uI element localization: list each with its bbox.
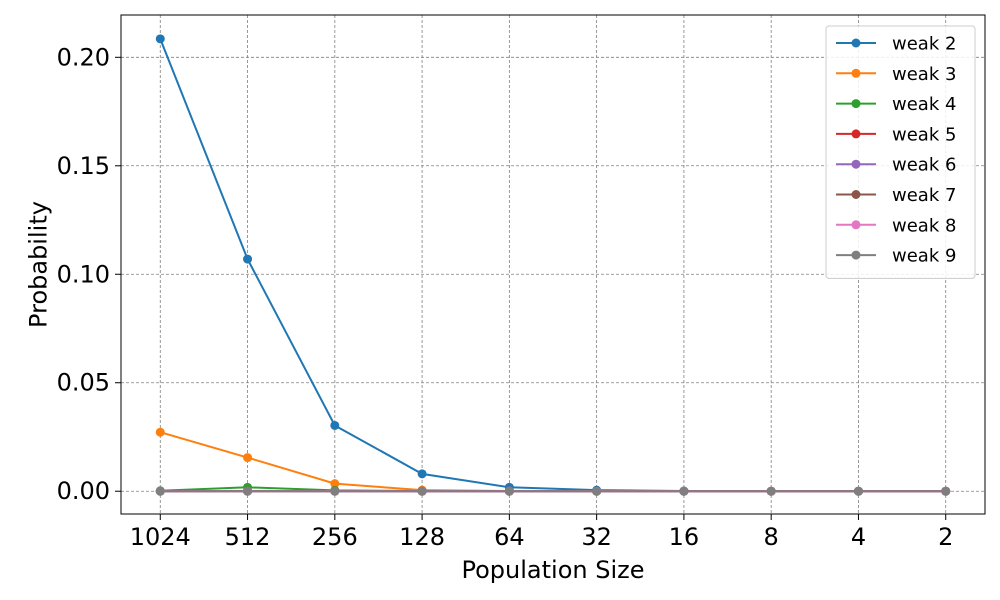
x-tick-label: 256: [312, 523, 358, 551]
data-point: [243, 486, 253, 496]
x-tick-label: 32: [581, 523, 612, 551]
x-tick-label: 512: [225, 523, 271, 551]
data-point: [243, 453, 253, 463]
legend-swatch-marker: [851, 250, 861, 260]
axes: 1024 512 256 128 64 32 16 8 4 2 0.00 0.05 0.10 0.15 0.…: [57, 43, 954, 551]
y-tick-label: 0.15: [57, 152, 110, 180]
legend-item: weak 3: [836, 64, 956, 85]
legend-item: weak 4: [836, 94, 956, 115]
data-point: [243, 254, 253, 264]
legend-label: weak 5: [892, 124, 956, 145]
x-tick-label: 64: [494, 523, 525, 551]
data-point: [155, 34, 165, 44]
series-lines: [155, 34, 951, 496]
legend-swatch-marker: [851, 159, 861, 169]
data-point: [417, 469, 427, 479]
series-line: [159, 431, 946, 493]
series-weak-3: [155, 427, 951, 496]
series-weak-9: [155, 486, 951, 496]
legend-item: weak 6: [836, 155, 956, 176]
legend-label: weak 7: [892, 185, 956, 206]
plot-area-frame: [120, 14, 986, 515]
legend-box: [825, 25, 976, 279]
x-tick-label: 1024: [130, 523, 191, 551]
legend-swatch-marker: [851, 68, 861, 78]
data-point: [330, 420, 340, 430]
y-axis-label: Probability: [24, 201, 52, 328]
y-tick-label: 0.00: [57, 477, 110, 505]
data-point: [941, 486, 951, 496]
data-point: [155, 486, 165, 496]
legend-swatch-marker: [851, 99, 861, 109]
data-point: [592, 486, 602, 496]
legend-label: weak 3: [892, 64, 956, 85]
legend-label: weak 4: [892, 94, 956, 115]
legend-label: weak 6: [892, 155, 956, 176]
legend-item: weak 2: [836, 34, 956, 55]
legend-label: weak 9: [892, 246, 956, 267]
x-tick-label: 8: [764, 523, 779, 551]
legend-item: weak 8: [836, 215, 956, 236]
legend-swatch-marker: [851, 190, 861, 199]
data-point: [766, 486, 776, 496]
y-tick-label: 0.20: [57, 43, 110, 71]
data-point: [330, 479, 340, 489]
data-point: [853, 486, 863, 496]
x-tick-label: 2: [938, 523, 953, 551]
legend-label: weak 8: [892, 215, 956, 236]
data-point: [330, 486, 340, 496]
y-tick-label: 0.05: [57, 369, 110, 397]
legend: weak 2 weak 3 weak 4 weak 5 weak 6 weak 7 weak…: [825, 25, 976, 279]
data-point: [155, 427, 165, 437]
legend-swatch-marker: [851, 38, 861, 48]
data-point: [504, 486, 514, 496]
legend-item: weak 5: [836, 124, 956, 145]
y-tick-label: 0.10: [57, 260, 110, 288]
x-tick-label: 16: [669, 523, 700, 551]
x-tick-label: 4: [851, 523, 866, 551]
legend-label: weak 2: [892, 34, 956, 55]
data-point: [679, 486, 689, 496]
data-point: [417, 486, 427, 496]
legend-item: weak 7: [836, 185, 956, 206]
legend-item: weak 9: [836, 246, 956, 267]
x-axis-label: Population Size: [462, 556, 645, 584]
legend-swatch-marker: [851, 129, 861, 139]
x-tick-label: 128: [399, 523, 445, 551]
legend-swatch-marker: [851, 220, 861, 230]
